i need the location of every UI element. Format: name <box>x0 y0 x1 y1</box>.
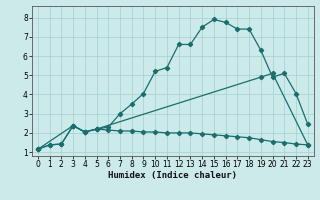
X-axis label: Humidex (Indice chaleur): Humidex (Indice chaleur) <box>108 171 237 180</box>
